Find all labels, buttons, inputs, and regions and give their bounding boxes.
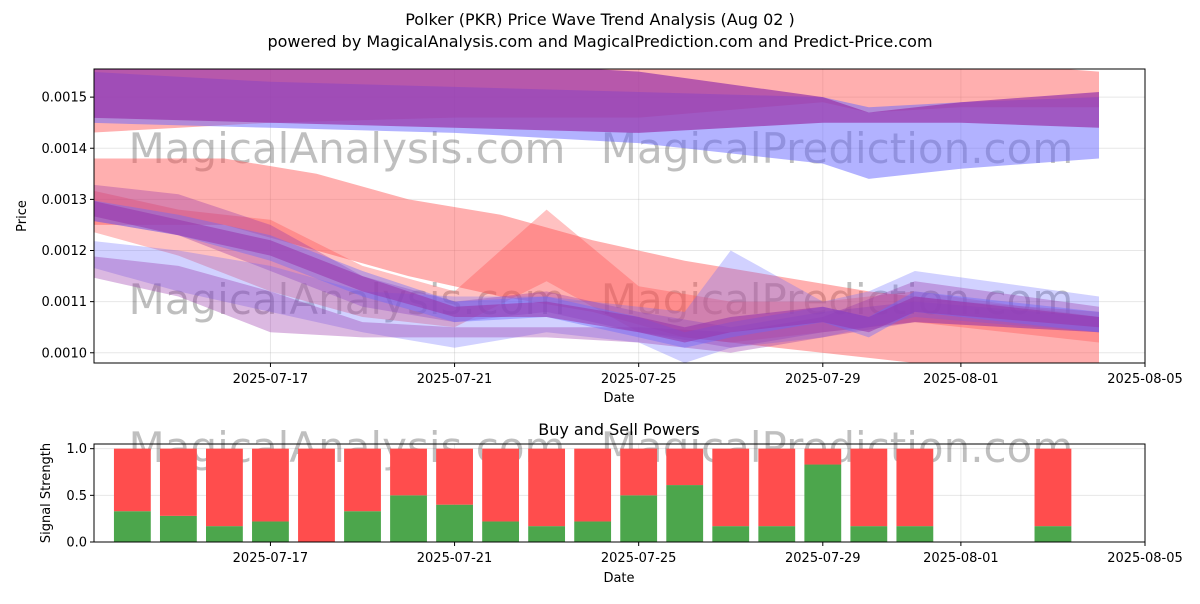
signal-x-axis-label: Date (603, 571, 634, 586)
buy-bar (206, 526, 243, 542)
price-x-tick-label: 2025-07-25 (601, 372, 677, 387)
signal-y-tick-label: 0.5 (66, 489, 87, 504)
buy-bar (804, 464, 842, 542)
buy-bar (528, 526, 566, 542)
buy-bar (1034, 526, 1072, 542)
buy-bar (896, 526, 934, 542)
chart-subtitle: powered by MagicalAnalysis.com and Magic… (267, 32, 932, 51)
sell-bar (758, 448, 796, 527)
price-y-tick-label: 0.0011 (42, 295, 88, 310)
price-band-blue-7 (94, 241, 1099, 363)
price-y-tick-label: 0.0010 (42, 346, 88, 361)
sell-bar (159, 448, 197, 516)
price-x-tick-label: 2025-08-05 (1107, 372, 1183, 387)
buy-bar (666, 485, 704, 542)
buy-bar (436, 504, 473, 542)
price-band-purple-8 (94, 256, 1099, 353)
price-x-axis: 2025-07-17 2025-07-21 2025-07-25 2025-07-29… (233, 363, 1183, 387)
signal-y-tick-label: 0.0 (66, 536, 87, 551)
price-bands (94, 69, 1099, 363)
price-band-red-4 (94, 158, 1099, 363)
price-x-tick-label: 2025-07-17 (233, 372, 309, 387)
price-x-tick-label: 2025-07-29 (785, 372, 861, 387)
buy-bar (113, 511, 151, 542)
chart-title: Polker (PKR) Price Wave Trend Analysis (… (405, 10, 795, 29)
buy-bar (482, 521, 520, 542)
price-panel: MagicalAnalysis.com MagicalPrediction.co… (15, 68, 1183, 406)
price-y-axis: 0.0010 0.0011 0.0012 0.0013 0.0014 0.0015 (42, 91, 94, 361)
price-y-tick-label: 0.0014 (42, 142, 88, 157)
price-plot-frame (93, 68, 1146, 364)
signal-y-axis-label: Signal Strength (39, 443, 54, 543)
sell-bar (804, 448, 842, 465)
signal-x-tick-label: 2025-07-17 (233, 551, 309, 566)
price-x-tick-label: 2025-08-01 (923, 372, 999, 387)
signal-panel-title: Buy and Sell Powers (538, 420, 700, 439)
signal-x-tick-label: 2025-08-05 (1107, 551, 1183, 566)
signal-panel: Buy and Sell Powers MagicalAnalysis.com … (39, 420, 1183, 586)
sell-bar (206, 448, 243, 527)
sell-bar (896, 448, 934, 527)
buy-bar (758, 526, 796, 542)
sell-bar (252, 448, 289, 522)
buy-bar (252, 521, 289, 542)
sell-bar (620, 448, 658, 496)
buy-bar (712, 526, 750, 542)
sell-bar (1034, 448, 1072, 527)
price-band-purple-3 (94, 69, 1099, 133)
sell-bar (482, 448, 520, 522)
buy-bar (850, 526, 888, 542)
sell-bar (666, 448, 704, 486)
sell-bar (390, 448, 427, 496)
sell-bar (712, 448, 750, 527)
price-y-tick-label: 0.0012 (42, 244, 88, 259)
buy-bar (574, 521, 612, 542)
sell-bar (850, 448, 888, 527)
sell-bar (344, 448, 381, 512)
sell-bar (528, 448, 566, 527)
signal-y-axis: 0.0 0.5 1.0 (66, 442, 94, 551)
sell-bar (436, 448, 473, 505)
buy-bar (620, 495, 658, 542)
price-band-purple-10 (94, 201, 1099, 343)
price-band-red-5 (94, 190, 1099, 343)
price-y-tick-label: 0.0015 (42, 91, 88, 106)
price-x-tick-label: 2025-07-21 (417, 372, 493, 387)
sell-bar (574, 448, 612, 522)
signal-x-tick-label: 2025-07-29 (785, 551, 861, 566)
sell-bar (298, 448, 335, 542)
signal-x-axis: 2025-07-17 2025-07-21 2025-07-25 2025-07-29… (233, 542, 1183, 566)
sell-bar (113, 448, 151, 512)
signal-y-tick-label: 1.0 (66, 442, 87, 457)
signal-x-tick-label: 2025-08-01 (923, 551, 999, 566)
price-x-axis-label: Date (603, 391, 634, 406)
signal-bars (113, 448, 1072, 542)
signal-x-tick-label: 2025-07-21 (417, 551, 493, 566)
price-y-axis-label: Price (15, 200, 30, 232)
price-y-tick-label: 0.0013 (42, 193, 88, 208)
signal-plot-frame (93, 443, 1146, 543)
buy-bar (159, 515, 197, 542)
signal-x-tick-label: 2025-07-25 (601, 551, 677, 566)
buy-bar (390, 495, 427, 542)
buy-bar (344, 511, 381, 542)
